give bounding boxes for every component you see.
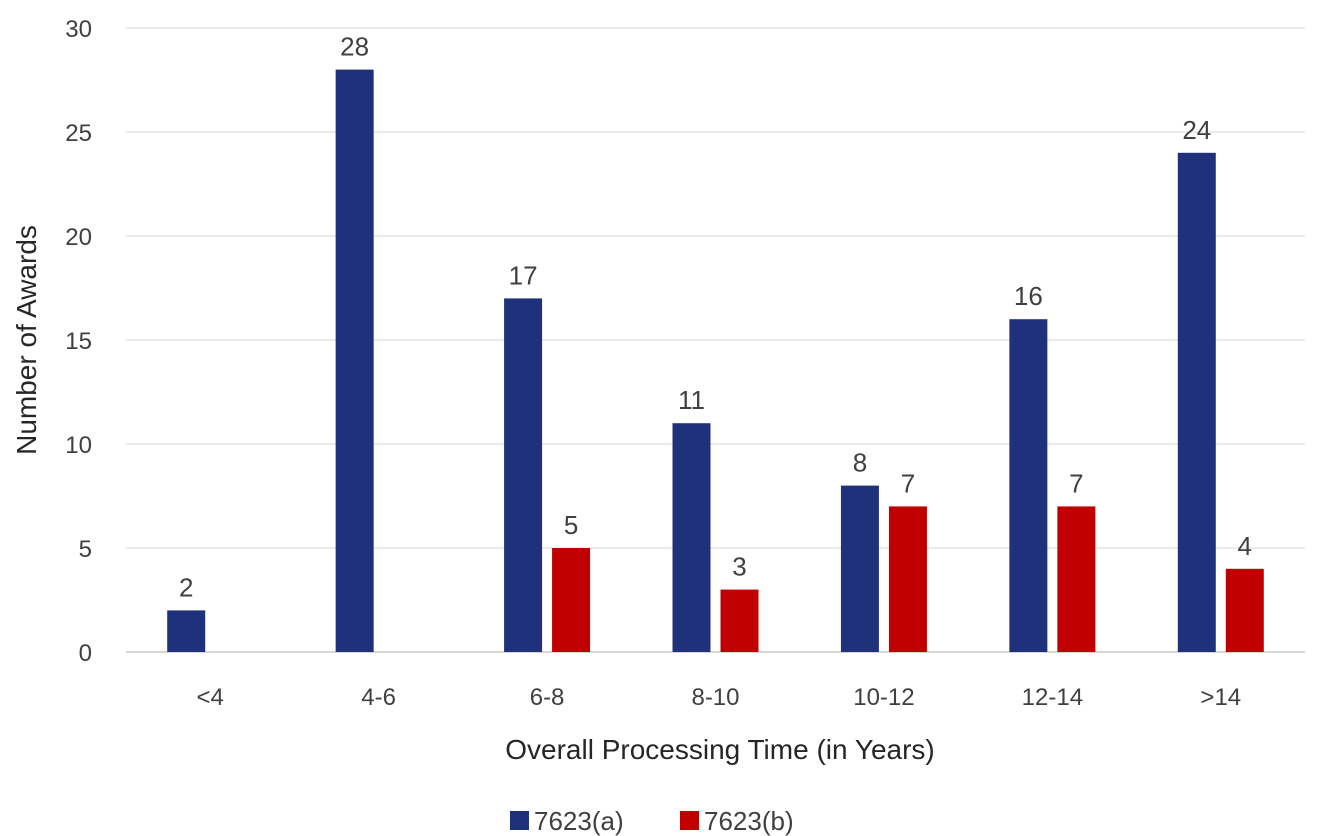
y-tick-label: 20	[65, 224, 92, 251]
data-labels: 2 28 17 5 11 3 8 7 16 7 24 4	[179, 32, 1252, 603]
legend-swatch-7623a	[510, 811, 529, 830]
bar-7623(b)-6-8	[552, 548, 591, 652]
x-tick-label: 12-14	[1022, 684, 1083, 711]
y-tick-label: 25	[65, 120, 92, 147]
legend-label-7623a: 7623(a)	[534, 806, 624, 836]
data-label: 28	[340, 32, 369, 62]
bar-7623(a)-4-6	[335, 69, 374, 653]
gridlines	[126, 27, 1305, 653]
bar-7623(b)-12-14	[1057, 506, 1096, 652]
data-label: 7	[1069, 468, 1083, 498]
bar-7623(b)-8-10	[720, 589, 759, 652]
y-tick-label: 0	[79, 640, 92, 667]
bar-7623(a)-8-10	[672, 423, 711, 652]
x-tick-label: 6-8	[530, 684, 565, 711]
data-label: 4	[1238, 531, 1252, 561]
data-label: 2	[179, 572, 193, 602]
x-tick-label: >14	[1200, 684, 1241, 711]
bar-7623(a)-12-14	[1009, 319, 1048, 652]
data-label: 17	[509, 260, 538, 290]
y-tick-label: 5	[79, 536, 92, 563]
data-label: 11	[678, 385, 705, 415]
bar-7623(a)-10-12	[840, 485, 879, 652]
y-axis-ticks: 0 5 10 15 20 25 30	[65, 16, 92, 667]
legend: 7623(a) 7623(b)	[510, 806, 794, 836]
x-axis-ticks: <4 4-6 6-8 8-10 10-12 12-14 >14	[197, 684, 1242, 711]
bar-7623(b)->14	[1225, 568, 1264, 652]
data-label: 7	[901, 468, 915, 498]
data-label: 24	[1182, 115, 1211, 145]
x-tick-label: <4	[197, 684, 224, 711]
data-label: 3	[732, 552, 746, 582]
data-label: 8	[853, 448, 867, 478]
y-tick-label: 30	[65, 16, 92, 43]
legend-label-7623b: 7623(b)	[704, 806, 794, 836]
x-tick-label: 10-12	[853, 684, 914, 711]
bar-7623(a)-6-8	[504, 298, 543, 652]
y-tick-label: 10	[65, 432, 92, 459]
bar-7623(a)-<4	[167, 610, 206, 652]
data-label: 5	[564, 510, 578, 540]
bar-7623(b)-10-12	[888, 506, 927, 652]
y-tick-label: 15	[65, 328, 92, 355]
bars	[167, 69, 1264, 653]
bar-7623(a)->14	[1177, 152, 1216, 653]
x-tick-label: 8-10	[691, 684, 739, 711]
x-axis-title: Overall Processing Time (in Years)	[505, 734, 935, 765]
x-tick-label: 4-6	[361, 684, 396, 711]
data-label: 16	[1014, 281, 1043, 311]
legend-swatch-7623b	[680, 811, 699, 830]
y-axis-title: Number of Awards	[11, 225, 42, 455]
